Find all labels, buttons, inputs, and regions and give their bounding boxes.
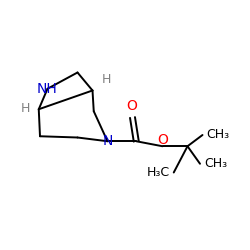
Text: CH₃: CH₃: [204, 157, 227, 170]
Text: NH: NH: [37, 82, 58, 96]
Text: O: O: [157, 133, 168, 147]
Text: H: H: [102, 73, 111, 86]
Text: H₃C: H₃C: [147, 166, 170, 179]
Text: O: O: [126, 99, 137, 113]
Text: H: H: [20, 102, 30, 114]
Text: N: N: [102, 134, 113, 148]
Text: CH₃: CH₃: [206, 128, 230, 141]
